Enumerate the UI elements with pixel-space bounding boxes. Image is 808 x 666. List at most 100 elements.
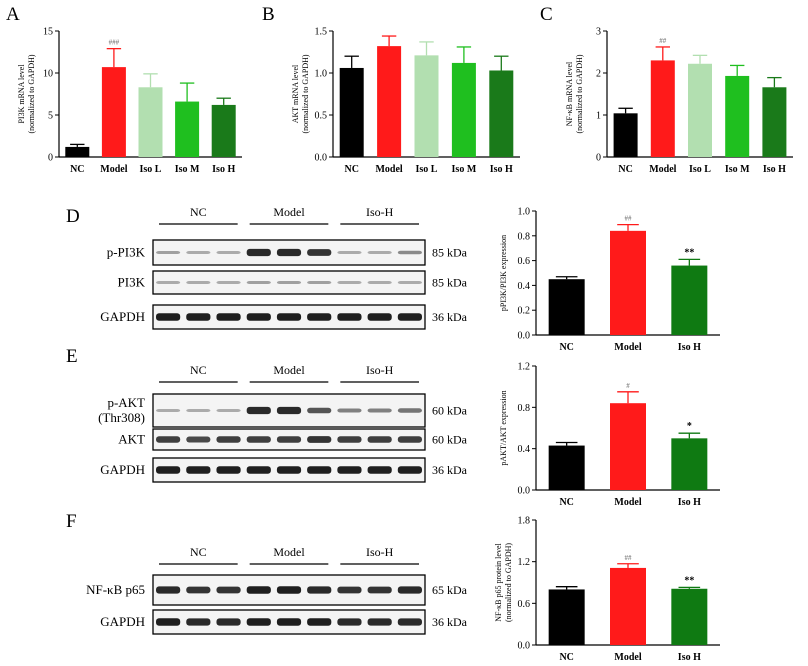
y-tick-label: 0.8 <box>518 231 531 242</box>
blot-band <box>156 466 181 474</box>
western-blot-E: NC Model Iso-H p-AKT(Thr308) 60 kDa AKT 60 kDa… <box>98 363 468 483</box>
blot-group-label: NC <box>190 363 207 377</box>
blot-band <box>337 408 362 413</box>
y-tick-label: 2 <box>596 69 601 80</box>
blot-band <box>156 586 181 594</box>
x-tick-label: Iso H <box>490 164 513 175</box>
blot-band <box>216 586 241 594</box>
x-tick-label: Model <box>614 342 641 353</box>
y-axis-label: PI3K mRNA level <box>17 64 26 124</box>
y-tick-label: 1.0 <box>518 207 531 218</box>
blot-band <box>276 586 302 594</box>
blot-band <box>216 466 241 474</box>
y-axis-label: (normalized to GAPDH) <box>504 543 513 622</box>
y-tick-label: 0.4 <box>518 281 531 292</box>
blot-band <box>397 313 422 321</box>
y-tick-label: 0 <box>48 153 53 164</box>
y-tick-label: 0.6 <box>518 256 531 267</box>
blot-band <box>246 586 271 594</box>
blot-band <box>307 586 332 594</box>
y-axis-label: AKT mRNA level <box>291 64 300 123</box>
blot-row-label: GAPDH <box>100 309 145 324</box>
bar-model <box>650 60 675 157</box>
bar-model <box>610 567 646 645</box>
blot-band <box>186 281 211 284</box>
x-tick-label: Iso L <box>689 164 711 175</box>
panel-letter-A: A <box>6 4 20 25</box>
bar-chart-B: 0.0 0.5 1.0 1.5 AKT mRNA level (normalized to… <box>291 27 520 175</box>
significance-label: ## <box>625 554 633 562</box>
bar-iso-m <box>725 75 750 157</box>
y-tick-label: 1.2 <box>518 557 531 568</box>
bar-iso-m <box>451 62 476 157</box>
panel-letter-E: E <box>66 346 78 367</box>
y-tick-label: 1.0 <box>315 69 328 80</box>
y-axis-label: pPI3K/PI3K expression <box>499 235 508 311</box>
significance-label: ** <box>684 247 694 258</box>
y-tick-label: 0.0 <box>315 153 328 164</box>
y-axis-label: pAKT/AKT expression <box>499 390 508 465</box>
blot-band <box>337 618 362 626</box>
blot-group-label: NC <box>190 205 207 219</box>
x-tick-label: Iso H <box>678 497 701 508</box>
blot-row-label: AKT <box>118 432 145 447</box>
x-tick-label: Model <box>614 652 641 663</box>
blot-band <box>276 618 302 626</box>
panel-letter-D: D <box>66 206 80 227</box>
y-tick-label: 0.0 <box>518 331 531 342</box>
panel-letter-B: B <box>262 4 275 25</box>
bar-iso-h <box>671 588 708 645</box>
x-tick-label: NC <box>559 497 573 508</box>
significance-label: ## <box>625 215 633 223</box>
blot-band <box>246 248 271 257</box>
blot-band <box>186 436 211 443</box>
x-tick-label: Iso H <box>678 342 701 353</box>
blot-band <box>337 251 362 254</box>
significance-label: ## <box>659 37 667 45</box>
blot-band <box>397 466 422 474</box>
x-tick-label: NC <box>559 652 573 663</box>
blot-kda-label: 36 kDa <box>432 463 468 477</box>
blot-band <box>307 466 332 474</box>
bar-iso-m <box>175 101 200 157</box>
y-tick-label: 1.5 <box>315 27 328 38</box>
blot-row-label: p-AKT <box>107 395 145 410</box>
panel-letter-C: C <box>540 4 553 25</box>
blot-band <box>216 251 241 254</box>
y-tick-label: 10 <box>43 69 53 80</box>
blot-row-label: NF-κB p65 <box>86 582 145 597</box>
blot-band <box>276 313 302 321</box>
x-tick-label: Model <box>649 164 676 175</box>
bar-iso-l <box>138 87 163 157</box>
blot-kda-label: 36 kDa <box>432 310 468 324</box>
blot-band <box>156 618 181 626</box>
bar-nc <box>548 445 585 490</box>
blot-group-label: Model <box>273 205 305 219</box>
blot-band <box>216 618 241 626</box>
blot-band <box>186 251 211 254</box>
bar-iso-h <box>489 70 514 157</box>
significance-label: # <box>626 382 630 390</box>
blot-band <box>276 248 302 257</box>
y-axis-label: (normalized to GAPDH) <box>301 54 310 133</box>
y-tick-label: 15 <box>43 27 53 38</box>
blot-band <box>246 281 271 284</box>
x-tick-label: Iso L <box>140 164 162 175</box>
y-tick-label: 0.5 <box>315 111 328 122</box>
panel-letter-F: F <box>66 511 77 532</box>
y-tick-label: 0.0 <box>518 641 531 652</box>
blot-band <box>367 251 392 254</box>
x-tick-label: Iso H <box>763 164 786 175</box>
blot-band <box>307 281 332 284</box>
x-tick-label: Iso M <box>452 164 477 175</box>
bar-nc <box>339 67 364 157</box>
x-tick-label: NC <box>70 164 84 175</box>
x-tick-label: NC <box>344 164 358 175</box>
bar-iso-h <box>762 87 787 157</box>
blot-band <box>367 436 392 443</box>
blot-band <box>276 436 302 443</box>
blot-kda-label: 85 kDa <box>432 276 468 290</box>
blot-band <box>186 586 211 594</box>
x-tick-label: Iso M <box>725 164 750 175</box>
blot-band <box>246 436 271 443</box>
